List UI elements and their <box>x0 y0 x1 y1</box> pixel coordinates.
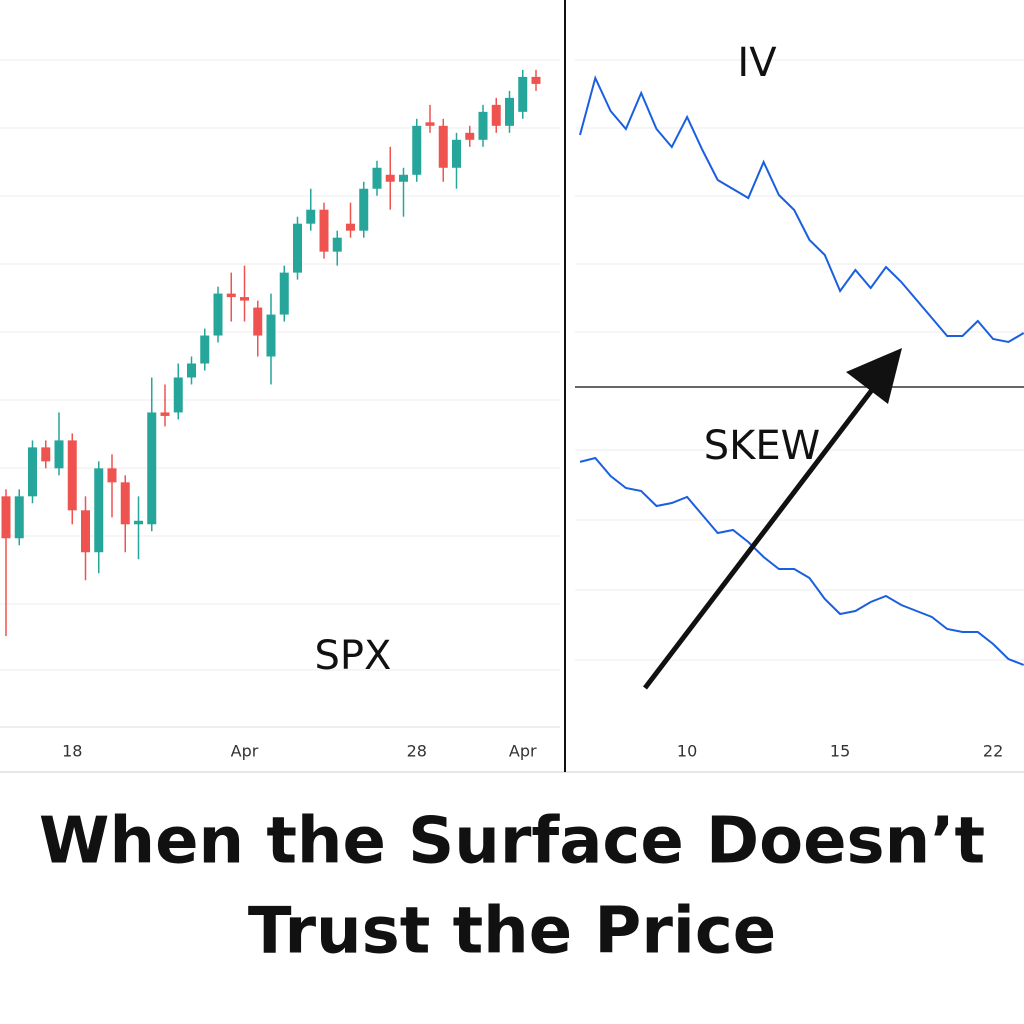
candle-body <box>306 209 316 224</box>
candle-body <box>94 468 104 553</box>
candle-body <box>213 293 223 336</box>
candle-body <box>107 468 117 483</box>
candle-body <box>385 174 395 182</box>
candle-body <box>28 447 37 497</box>
candle-body <box>399 174 408 182</box>
panel-title: IV <box>737 40 777 86</box>
candle-body <box>134 520 143 525</box>
candle-body <box>412 125 422 175</box>
candle-body <box>120 482 130 525</box>
candle-body <box>359 188 369 231</box>
candle-body <box>54 440 64 469</box>
candle-body <box>226 293 236 298</box>
x-tick-label: 28 <box>407 742 427 761</box>
candle-body <box>173 377 183 413</box>
candle-body <box>332 237 342 252</box>
candle-body <box>452 139 461 168</box>
candle-body <box>346 223 355 231</box>
candle-body <box>293 223 302 273</box>
x-tick-label: Apr <box>509 742 537 761</box>
candle-body <box>465 132 475 140</box>
candle-body <box>14 496 24 539</box>
candle-body <box>253 307 263 336</box>
plot-area: 18 Apr 28 Apr SPX IV 10 15 22 SKEW <box>1 40 1024 761</box>
line <box>579 75 1024 344</box>
arrow <box>643 348 902 690</box>
candle-body <box>160 412 170 416</box>
x-tick-label: 18 <box>62 742 82 761</box>
candle-body <box>505 97 514 126</box>
candle-body <box>319 209 329 252</box>
candle-body <box>67 440 77 511</box>
candle-body <box>187 363 196 378</box>
candle-body <box>147 412 157 525</box>
candle-body <box>266 314 276 357</box>
background-grid <box>0 59 1024 671</box>
x-tick-label: 22 <box>983 742 1003 761</box>
headline: Trust the Price <box>248 895 776 969</box>
headline: When the Surface Doesn’t <box>39 805 985 879</box>
candle-body <box>41 447 51 462</box>
x-tick-label: 10 <box>677 742 697 761</box>
panel-title: SKEW <box>704 423 820 469</box>
candle-body <box>1 496 11 539</box>
candle-body <box>491 104 501 126</box>
x-tick-label: Apr <box>231 742 259 761</box>
panel-title: SPX <box>315 633 392 679</box>
candle-body <box>425 122 435 126</box>
candle-body <box>279 272 289 315</box>
candle-body <box>531 76 541 84</box>
candle-body <box>240 297 249 301</box>
candle-body <box>81 510 90 553</box>
line <box>579 456 1024 666</box>
x-tick-label: 15 <box>830 742 850 761</box>
candle-body <box>372 167 382 189</box>
candle-body <box>200 335 210 364</box>
candle-body <box>518 76 528 112</box>
candle-body <box>478 111 488 140</box>
candle-body <box>438 125 448 168</box>
